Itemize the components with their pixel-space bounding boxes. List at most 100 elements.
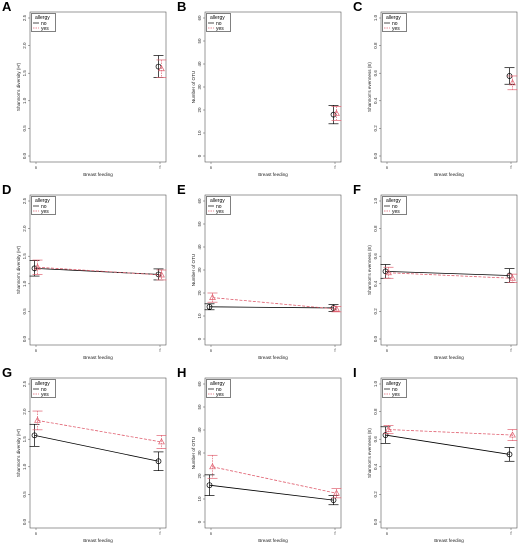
legend-box <box>206 379 231 398</box>
legend-label-no: no <box>41 204 47 210</box>
y-tick-label: 0.6 <box>373 253 378 260</box>
y-tick-label: 1.0 <box>373 14 378 21</box>
y-tick-label: 50 <box>197 38 202 44</box>
panel-label: B <box>177 0 186 14</box>
y-tick-label: 30 <box>197 84 202 90</box>
x-tick-label: n <box>386 348 389 353</box>
point-yes <box>158 438 165 445</box>
plot-frame <box>204 377 342 529</box>
x-tick-label: f <box>510 531 512 536</box>
legend-label-no: no <box>392 387 398 393</box>
x-axis-label: Breast feeding <box>258 355 288 360</box>
x-tick-label: f <box>159 531 161 536</box>
point-yes <box>34 263 41 270</box>
x-axis-label: Breast feeding <box>434 538 464 543</box>
legend-label-yes: yes <box>216 209 224 215</box>
y-tick-label: 0.0 <box>22 335 27 342</box>
y-tick-label: 50 <box>197 221 202 227</box>
x-tick-label: f <box>510 348 512 353</box>
y-axis-label: Number of OTU <box>191 254 196 286</box>
legend-title: allergy <box>386 15 401 21</box>
legend-title: allergy <box>210 15 225 21</box>
x-tick-label: f <box>159 348 161 353</box>
y-tick-label: 60 <box>197 198 202 204</box>
x-tick-label: n <box>35 531 38 536</box>
panel-label: A <box>2 0 12 14</box>
y-tick-label: 2.5 <box>22 197 27 204</box>
y-tick-label: 1.5 <box>22 436 27 443</box>
y-tick-label: 30 <box>197 267 202 273</box>
plot-frame <box>29 11 167 163</box>
y-tick-label: 0.6 <box>373 436 378 443</box>
y-tick-label: 2.0 <box>22 42 27 49</box>
plot-frame <box>380 194 518 346</box>
panel-label: H <box>177 365 186 380</box>
series-line-no <box>209 306 334 309</box>
legend-label-no: no <box>216 21 222 27</box>
point-yes <box>209 293 216 300</box>
y-tick-label: 0.5 <box>22 491 27 498</box>
legend-box <box>382 13 407 32</box>
plot-frame <box>380 11 518 163</box>
y-tick-label: 30 <box>197 450 202 456</box>
legend-label-yes: yes <box>216 392 224 398</box>
point-no <box>330 111 337 118</box>
y-tick-label: 0.2 <box>373 308 378 315</box>
y-tick-label: 2.5 <box>22 14 27 21</box>
point-yes <box>509 79 516 86</box>
y-tick-label: 0.2 <box>373 125 378 132</box>
y-tick-label: 1.0 <box>22 463 27 470</box>
panel-h: H 0 10 20 30 40 50 60 n f Breast feeding Number of … <box>177 365 342 543</box>
panel-label: G <box>2 365 12 380</box>
series-line-yes <box>212 297 337 310</box>
x-axis-label: Breast feeding <box>434 172 464 177</box>
y-tick-label: 10 <box>197 130 202 136</box>
legend-label-yes: yes <box>41 392 49 398</box>
panel-label: I <box>353 365 357 380</box>
y-tick-label: 1.0 <box>373 197 378 204</box>
y-tick-label: 20 <box>197 473 202 479</box>
y-tick-label: 0.8 <box>373 408 378 415</box>
x-axis-label: Breast feeding <box>434 355 464 360</box>
y-tick-label: 0.4 <box>373 280 378 287</box>
point-no <box>155 458 162 465</box>
plot-frame <box>380 377 518 529</box>
x-tick-label: n <box>35 165 38 170</box>
y-tick-label: 60 <box>197 15 202 21</box>
legend-label-no: no <box>216 387 222 393</box>
y-tick-label: 0.8 <box>373 225 378 232</box>
x-tick-label: f <box>334 348 336 353</box>
point-yes <box>509 431 516 438</box>
y-axis-label: Shannon's diversity (H') <box>16 62 21 111</box>
plot-frame <box>29 194 167 346</box>
series-line-no <box>34 434 159 462</box>
legend-label-no: no <box>392 21 398 27</box>
point-no <box>506 451 513 458</box>
y-tick-label: 0.4 <box>373 97 378 104</box>
point-yes <box>509 274 516 281</box>
point-no <box>206 482 213 489</box>
y-tick-label: 0.2 <box>373 491 378 498</box>
legend-label-yes: yes <box>41 209 49 215</box>
legend-box <box>31 13 56 32</box>
y-tick-label: 0.5 <box>22 308 27 315</box>
legend-label-yes: yes <box>392 209 400 215</box>
panel-c: C 0.0 0.2 0.4 0.6 0.8 1.0 n f Breast feeding Shann… <box>353 0 518 177</box>
y-tick-label: 0.0 <box>22 518 27 525</box>
y-tick-label: 0.0 <box>373 335 378 342</box>
x-axis-label: Breast feeding <box>83 538 113 543</box>
y-tick-label: 0 <box>197 337 202 340</box>
x-tick-label: n <box>210 531 213 536</box>
y-tick-label: 0 <box>197 154 202 157</box>
plot-frame <box>204 194 342 346</box>
x-tick-label: n <box>386 531 389 536</box>
y-axis-label: Shannon's diversity (H') <box>16 428 21 477</box>
x-tick-label: n <box>35 348 38 353</box>
y-axis-label: Number of OTU <box>191 71 196 103</box>
